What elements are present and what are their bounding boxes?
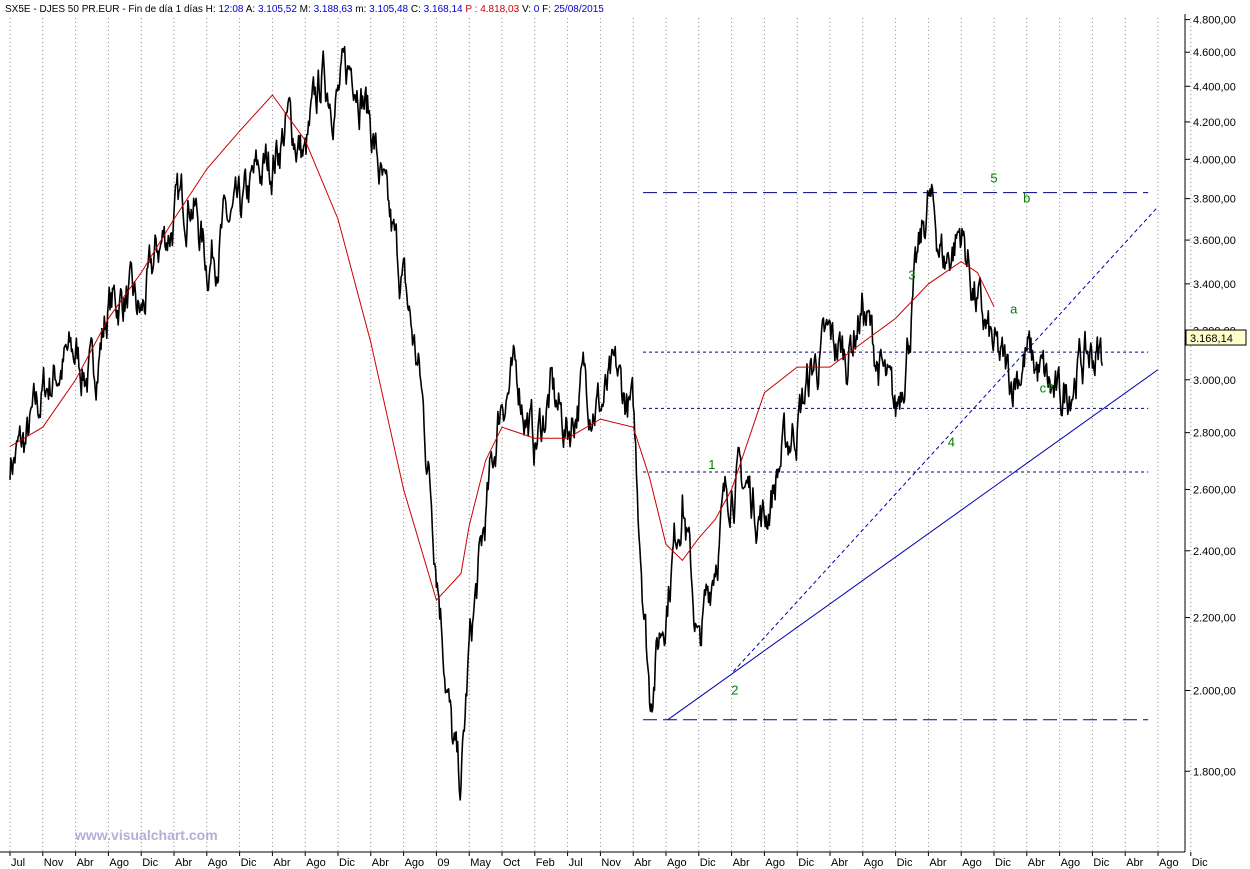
- axes: Jul Nov Abr Ago Dic Abr Ago Dic Abr Ago Dic Abr Ago 0…: [0, 14, 1247, 869]
- last-value-label: 3.168,14: [1190, 333, 1233, 345]
- x-tick-label: Ago: [405, 857, 425, 869]
- x-tick-label: Dic: [339, 857, 355, 869]
- x-tick-label: Ago: [765, 857, 785, 869]
- y-tick-label: 1.800,00: [1193, 766, 1236, 778]
- p-value: 4.818,03: [480, 4, 519, 15]
- y-tick-label: 4.800,00: [1193, 15, 1236, 27]
- x-tick-label: Dic: [241, 857, 257, 869]
- support-trendline: [667, 369, 1159, 721]
- y-tick-label: 3.000,00: [1193, 375, 1236, 387]
- wave-labels: 1 2 3 4 5 a b c?: [708, 171, 1053, 698]
- y-tick-label: 3.800,00: [1193, 194, 1236, 206]
- y-tick-label: 4.600,00: [1193, 47, 1236, 59]
- x-tick-label: Abr: [1126, 857, 1143, 869]
- x-tick-label: Abr: [733, 857, 750, 869]
- series: [9, 45, 1103, 801]
- header-info: SX5E - DJES 50 PR.EUR - Fin de día 1 día…: [5, 4, 604, 15]
- x-tick-label: Nov: [44, 857, 64, 869]
- wave-label: c?: [1040, 381, 1054, 396]
- x-tick-label: May: [470, 857, 491, 869]
- x-tick-label: Ago: [864, 857, 884, 869]
- x-tick-label: Dic: [142, 857, 158, 869]
- y-tick-label: 2.600,00: [1193, 484, 1236, 496]
- wave-label: 2: [731, 682, 738, 697]
- c-value: 3.168,14: [424, 4, 463, 15]
- x-tick-label: Ago: [1061, 857, 1081, 869]
- y-tick-label: 2.800,00: [1193, 428, 1236, 440]
- wave-label: 5: [990, 171, 997, 186]
- h-label: H:: [206, 4, 216, 15]
- wave-label: 1: [708, 457, 715, 472]
- m-value: 3.188,63: [314, 4, 353, 15]
- y-tick-label: 2.400,00: [1193, 546, 1236, 558]
- y-tick-label: 4.000,00: [1193, 154, 1236, 166]
- horizontal-levels: [643, 192, 1149, 721]
- x-tick-label: 09: [437, 857, 449, 869]
- x-tick-label: Ago: [1159, 857, 1179, 869]
- x-tick-label: Ago: [109, 857, 129, 869]
- trendlines: [667, 206, 1159, 721]
- x-tick-label: Dic: [995, 857, 1011, 869]
- x-tick-label: Abr: [1028, 857, 1045, 869]
- x-tick-label: Abr: [634, 857, 651, 869]
- wave-label: 4: [948, 434, 955, 449]
- x-tick-label: Ago: [667, 857, 687, 869]
- y-tick-label: 4.400,00: [1193, 81, 1236, 93]
- x-tick-label: Oct: [503, 857, 520, 869]
- price-line: [9, 45, 1103, 801]
- wave-label: 3: [908, 267, 915, 282]
- m-label: M:: [300, 4, 311, 15]
- timeframe: Fin de día 1 días: [128, 4, 203, 15]
- y-tick-label: 4.200,00: [1193, 117, 1236, 129]
- x-tick-label: Jul: [569, 857, 583, 869]
- x-tick-label: Ago: [962, 857, 982, 869]
- x-tick-label: Feb: [536, 857, 555, 869]
- symbol: SX5E: [5, 4, 31, 15]
- y-tick-label: 2.200,00: [1193, 612, 1236, 624]
- x-tick-label: Abr: [929, 857, 946, 869]
- x-tick-label: Abr: [372, 857, 389, 869]
- grid: [9, 18, 1192, 852]
- x-tick-label: Dic: [700, 857, 716, 869]
- x-tick-label: Ago: [306, 857, 326, 869]
- h-value: 12:08: [218, 4, 243, 15]
- x-tick-label: Dic: [798, 857, 814, 869]
- watermark: www.visualchart.com: [74, 827, 218, 843]
- last-value-box: [1185, 329, 1247, 346]
- x-tick-label: Nov: [601, 857, 621, 869]
- x-tick-label: Jul: [11, 857, 25, 869]
- x-tick-label: Dic: [897, 857, 913, 869]
- p-label: P :: [465, 4, 477, 15]
- v-value: 0: [534, 4, 540, 15]
- x-tick-label: Abr: [77, 857, 94, 869]
- v-label: V:: [522, 4, 531, 15]
- wave-label: a: [1010, 302, 1018, 317]
- min-value: 3.105,48: [369, 4, 408, 15]
- x-tick-label: Dic: [1192, 857, 1208, 869]
- y-tick-label: 2.000,00: [1193, 686, 1236, 698]
- description: DJES 50 PR.EUR: [39, 4, 119, 15]
- y-tick-label: 3.400,00: [1193, 279, 1236, 291]
- x-tick-label: Dic: [1093, 857, 1109, 869]
- x-tick-label: Abr: [831, 857, 848, 869]
- a-value: 3.105,52: [258, 4, 297, 15]
- f-value: 25/08/2015: [554, 4, 604, 15]
- moving-average-line: [9, 94, 995, 602]
- x-tick-label: Abr: [175, 857, 192, 869]
- wave-label: b: [1023, 191, 1030, 206]
- x-tick-label: Ago: [208, 857, 228, 869]
- y-tick-label: 3.600,00: [1193, 235, 1236, 247]
- x-tick-label: Abr: [273, 857, 290, 869]
- f-label: F:: [542, 4, 551, 15]
- c-label: C:: [411, 4, 421, 15]
- a-label: A:: [246, 4, 255, 15]
- min-label: m:: [355, 4, 366, 15]
